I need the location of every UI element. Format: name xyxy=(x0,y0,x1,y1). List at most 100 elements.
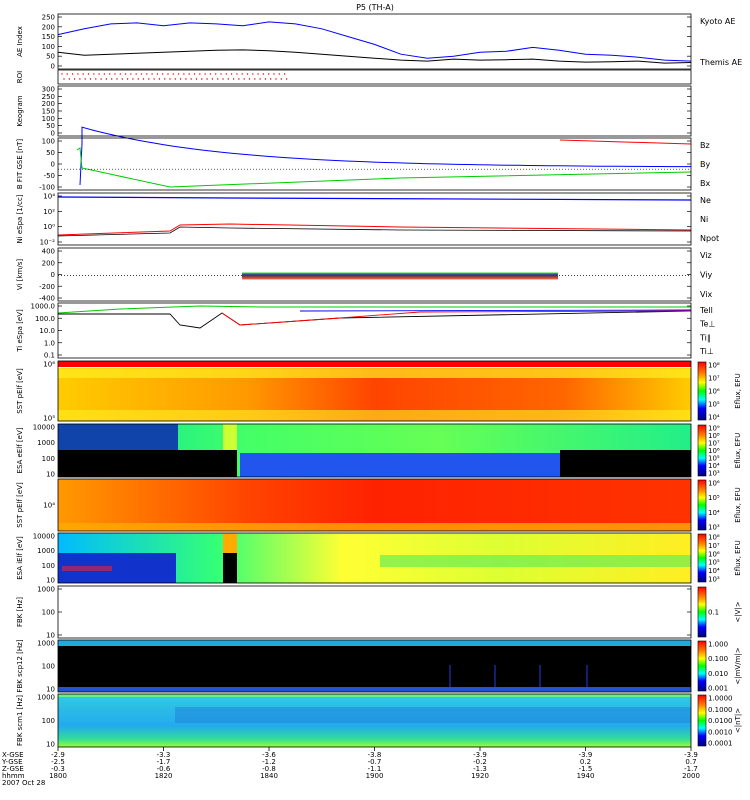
legend-entry-bfit: Bz xyxy=(700,141,710,150)
colorbar-tick-fbk3: 0.0010 xyxy=(708,728,733,736)
ytick-label-fbk3: 10 xyxy=(46,741,55,749)
ytick-label-esa_i: 1000 xyxy=(37,547,55,555)
roi-dot xyxy=(130,73,132,75)
roi-dot xyxy=(162,73,164,75)
ytick-label-ae: 50 xyxy=(46,53,55,61)
colorbar-tick-sst_e: 10⁸ xyxy=(708,362,720,370)
legend-entry-ae: Themis AE xyxy=(699,58,742,67)
roi-dot xyxy=(206,78,208,80)
panel-frame-ae xyxy=(57,13,692,70)
roi-dot xyxy=(211,78,214,80)
panel-ylabel-bfit: B FIT GSE [nT] xyxy=(16,139,24,190)
ytick-label-bfit: -100 xyxy=(39,184,55,192)
panel-frame-ni xyxy=(57,192,692,246)
xtick-label: 1800 xyxy=(49,772,67,780)
roi-dot xyxy=(156,73,159,75)
ytick-label-vi: 200 xyxy=(42,259,55,267)
xtick-label: -0.6 xyxy=(157,765,171,773)
colorbar-tick-esa_i: 10⁸ xyxy=(708,534,720,542)
xtick-label: -0.2 xyxy=(473,758,487,766)
ytick-label-bfit: -50 xyxy=(44,172,55,180)
roi-dot xyxy=(93,73,95,75)
xtick-label: 1920 xyxy=(471,772,489,780)
legend-entry-ni: Ne xyxy=(700,196,711,205)
ytick-label-keogram: 200 xyxy=(42,100,55,108)
esa-electron-gap-yellow xyxy=(223,424,237,450)
sst-electron-band-top xyxy=(58,368,691,378)
ytick-label-fbk3: 100 xyxy=(42,717,55,725)
ni-ni-line xyxy=(57,226,692,237)
roi-dot xyxy=(275,78,277,80)
ytick-label-keogram: 50 xyxy=(46,122,55,130)
xtick-label: 1940 xyxy=(577,772,595,780)
colorbar-tick-esa_e: 10⁶ xyxy=(708,447,720,455)
roi-dot xyxy=(103,73,106,75)
panel-ylabel-sst_i: SST pElf [eV] xyxy=(16,482,24,528)
xtick-label: 0.2 xyxy=(580,758,591,766)
ytick-label-keogram: 0 xyxy=(51,130,55,138)
ytick-label-fbk1: 10 xyxy=(46,632,55,640)
ytick-label-fbk2: 100 xyxy=(42,663,55,671)
footer-row-label: hhmm xyxy=(2,772,25,780)
roi-dot xyxy=(68,78,71,80)
colorbar-sst_e xyxy=(697,361,707,421)
ti-tiperp-line xyxy=(299,309,692,312)
ytick-label-vi: 0 xyxy=(51,271,55,279)
xtick-label: -0.7 xyxy=(368,758,382,766)
roi-dot xyxy=(135,73,137,75)
roi-dot xyxy=(227,78,229,80)
ytick-label-fbk1: 1000 xyxy=(37,586,55,594)
colorbar-label-fbk1: <|V|> xyxy=(734,601,742,622)
ni-npot-line xyxy=(57,196,692,201)
footer-row-label: X-GSE xyxy=(2,751,24,759)
xtick-label: 1820 xyxy=(155,772,173,780)
roi-dot xyxy=(100,78,102,80)
ytick-label-ni: 10⁴ xyxy=(43,193,55,201)
roi-dot xyxy=(262,73,265,75)
panel-frame-roi xyxy=(57,69,692,85)
roi-dot xyxy=(236,73,238,75)
footer-axis: -2.9-2.5-0.31800-3.3-1.7-0.61820-3.6-1.2… xyxy=(1,747,700,787)
colorbar-tick-sst_i: 10⁴ xyxy=(708,509,720,517)
colorbar-tick-esa_e: 10⁹ xyxy=(708,425,720,433)
roi-dot xyxy=(158,78,161,80)
roi-dot xyxy=(257,73,259,75)
xtick-label: -3.6 xyxy=(262,751,276,759)
roi-dot xyxy=(84,78,86,80)
colorbar-fbk2 xyxy=(697,640,707,692)
roi-dot xyxy=(259,78,261,80)
xtick-label: -1.5 xyxy=(579,765,593,773)
xtick-label: -2.5 xyxy=(51,758,65,766)
ytick-label-ae: 100 xyxy=(42,43,55,51)
colorbar-tick-esa_e: 10⁷ xyxy=(708,440,720,448)
ytick-label-ni: 10⁻² xyxy=(40,239,56,247)
panel-frame-sst_i xyxy=(57,478,692,532)
ytick-label-ae: 150 xyxy=(42,33,55,41)
roi-dot xyxy=(225,73,227,75)
roi-dot xyxy=(270,78,272,80)
ytick-label-ti: 1000.0 xyxy=(31,303,56,311)
ytick-label-sst_i: 10⁴ xyxy=(43,502,55,510)
roi-dot xyxy=(201,78,203,80)
sst-electron-band-bottom xyxy=(58,410,691,421)
colorbar-tick-fbk3: 0.1000 xyxy=(708,706,733,714)
esa-electron-gap-black xyxy=(223,450,237,477)
esa-ion-green-band xyxy=(380,555,691,567)
colorbar-tick-sst_e: 10⁷ xyxy=(708,375,720,383)
roi-dot xyxy=(230,73,233,75)
ytick-label-esa_e: 100 xyxy=(42,455,55,463)
ytick-label-esa_i: 10 xyxy=(46,577,55,585)
roi-dot xyxy=(148,78,150,80)
roi-dot xyxy=(146,73,148,75)
panel-ylabel-ae: AE Index xyxy=(16,26,24,57)
ytick-label-keogram: 300 xyxy=(42,86,55,94)
roi-dot xyxy=(66,73,69,75)
ti-tipar-line xyxy=(57,305,691,314)
colorbar-tick-fbk2: 0.100 xyxy=(708,655,728,663)
roi-dot xyxy=(172,73,174,75)
colorbar-tick-fbk2: 0.010 xyxy=(708,670,728,678)
colorbar-label-esa_i: Eflux, EFU xyxy=(734,540,742,575)
legend-entry-bfit: By xyxy=(700,160,710,169)
legend-entry-ti: Ti⊥ xyxy=(699,347,714,356)
